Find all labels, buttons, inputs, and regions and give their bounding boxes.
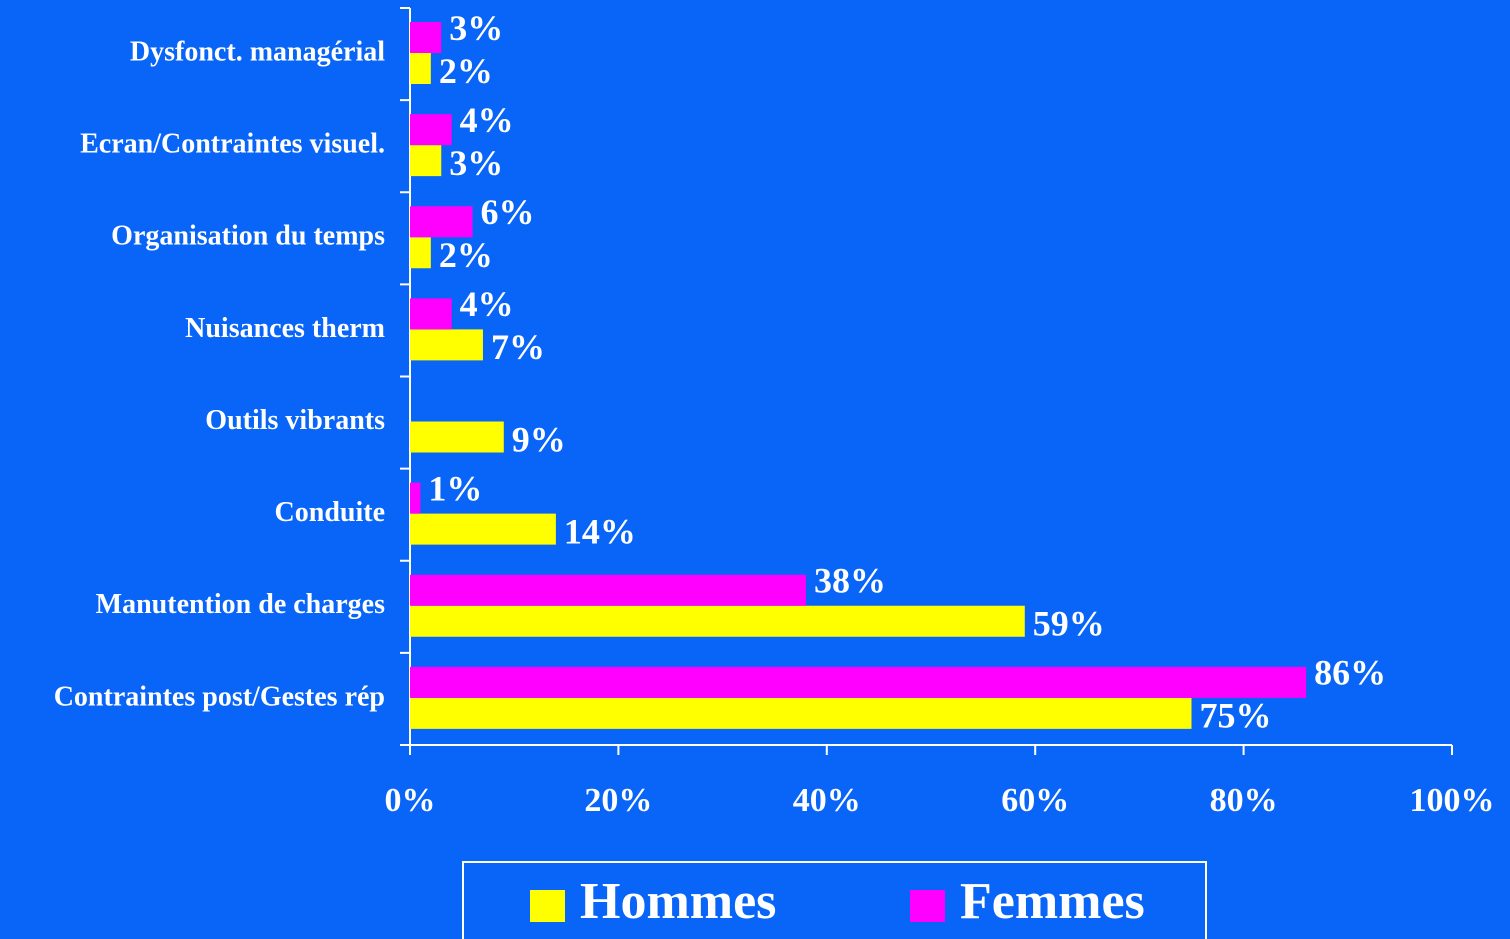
value-label: 4% bbox=[460, 284, 514, 324]
bar bbox=[410, 329, 483, 361]
bar bbox=[410, 605, 1025, 637]
bar bbox=[410, 114, 452, 146]
value-label: 86% bbox=[1314, 653, 1386, 693]
x-tick-label: 40% bbox=[793, 782, 861, 819]
bar bbox=[410, 482, 421, 514]
bar bbox=[410, 237, 431, 269]
value-label: 2% bbox=[439, 51, 493, 91]
x-tick-label: 80% bbox=[1210, 782, 1278, 819]
value-label: 4% bbox=[460, 100, 514, 140]
bar bbox=[410, 574, 806, 606]
bar bbox=[410, 513, 556, 545]
value-label: 3% bbox=[449, 8, 503, 48]
value-label: 75% bbox=[1200, 696, 1272, 736]
x-tick-label: 100% bbox=[1410, 782, 1495, 819]
bar bbox=[410, 697, 1192, 729]
value-label: 59% bbox=[1033, 604, 1105, 644]
legend-swatch bbox=[530, 890, 565, 922]
category-label: Outils vibrants bbox=[205, 405, 385, 436]
category-label: Contraintes post/Gestes rép bbox=[54, 681, 385, 712]
value-label: 38% bbox=[814, 561, 886, 601]
bar bbox=[410, 145, 442, 177]
category-label: Ecran/Contraintes visuel. bbox=[80, 129, 385, 160]
bar bbox=[410, 298, 452, 330]
bar bbox=[410, 421, 504, 453]
bar bbox=[410, 22, 442, 53]
category-label: Nuisances therm bbox=[185, 313, 385, 344]
x-tick-label: 0% bbox=[385, 782, 436, 819]
bar bbox=[410, 666, 1307, 698]
bar bbox=[410, 206, 473, 238]
x-tick-label: 20% bbox=[584, 782, 652, 819]
legend-label: Hommes bbox=[580, 873, 776, 930]
category-label: Manutention de charges bbox=[96, 589, 385, 620]
value-label: 14% bbox=[564, 511, 636, 551]
bar bbox=[410, 53, 431, 84]
value-label: 1% bbox=[428, 468, 482, 508]
category-label: Organisation du temps bbox=[111, 221, 385, 252]
value-label: 2% bbox=[439, 235, 493, 275]
value-label: 7% bbox=[491, 327, 545, 367]
legend-box bbox=[462, 861, 1207, 939]
legend-label: Femmes bbox=[960, 873, 1145, 930]
value-label: 6% bbox=[481, 192, 535, 232]
legend-swatch bbox=[910, 890, 945, 922]
category-label: Conduite bbox=[275, 497, 385, 528]
value-label: 9% bbox=[512, 419, 566, 459]
value-label: 3% bbox=[449, 143, 503, 183]
x-tick-label: 60% bbox=[1001, 782, 1069, 819]
category-label: Dysfonct. managérial bbox=[130, 36, 385, 67]
